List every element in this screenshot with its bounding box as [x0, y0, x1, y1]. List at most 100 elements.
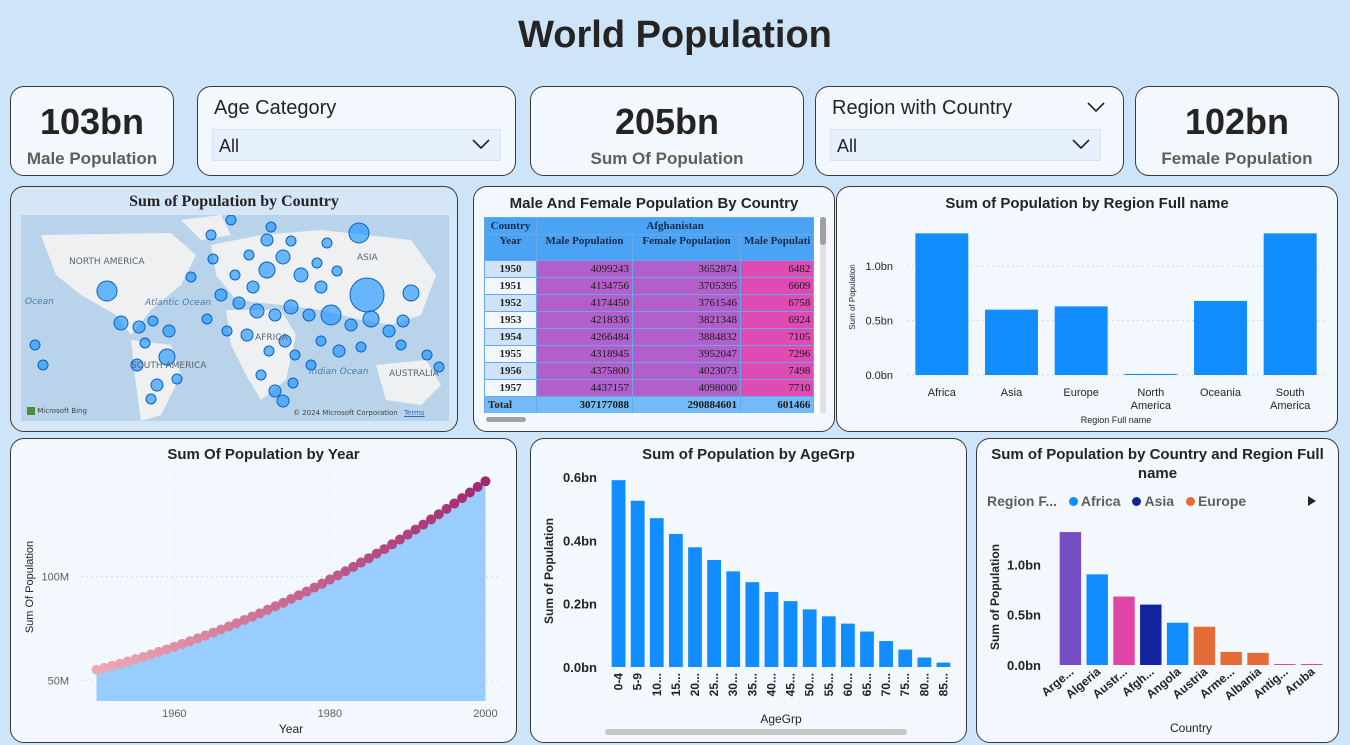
country-bar [1059, 532, 1082, 665]
year-point [410, 524, 421, 535]
region-bar-chart[interactable]: 0.0bn 0.5bn 1.0bn Sum of Population Africa As… [837, 187, 1337, 432]
matrix-male-cell: 4134756 [536, 277, 633, 295]
terms-link[interactable]: Terms [403, 409, 425, 417]
y-axis-label: Sum of Population [848, 264, 857, 329]
matrix-row[interactable]: 1951 4134756 3705395 6609 [484, 277, 815, 295]
map-bubble [214, 288, 228, 302]
year-point [441, 503, 452, 514]
x-tick-label: 20... [688, 673, 702, 696]
y-tick-label: 1.0bn [1007, 557, 1041, 572]
matrix-row[interactable]: 1953 4218336 3821348 6924 [484, 311, 815, 329]
x-tick-label: South [1276, 387, 1305, 399]
legend-africa[interactable]: Africa [1080, 493, 1121, 509]
matrix-row[interactable]: 1950 4099243 3652874 6482 [484, 260, 815, 278]
age-chart-title: Sum of Population by AgeGrp [642, 446, 855, 463]
legend-asia[interactable]: Asia [1144, 493, 1175, 509]
x-tick-label: 45... [784, 673, 798, 696]
legend-next-arrow-icon[interactable] [1308, 496, 1316, 506]
age-bar-chart[interactable]: 0.0bn 0.2bn 0.4bn 0.6bn 0-4 5-9 10... 15... 20..… [531, 439, 966, 743]
matrix-header-afghanistan: Afghanistan [535, 217, 815, 235]
x-axis-label: Country [1170, 721, 1212, 735]
country-bar-card: Sum of Population by Country and Region … [976, 438, 1339, 743]
chevron-down-icon[interactable] [1087, 101, 1105, 113]
sum-population-label: Sum Of Population [590, 149, 744, 168]
matrix-row[interactable]: 1957 4437157 4098000 7710 [484, 379, 815, 397]
country-chart-title: Sum of Population by Country and Region … [991, 446, 1324, 482]
matrix-next-cell: 6482 [739, 260, 815, 278]
age-bar [783, 601, 798, 667]
map-bubble [171, 373, 183, 385]
map-bubble [150, 378, 164, 392]
female-population-value: 102bn [1184, 101, 1290, 142]
map-bubble [362, 310, 380, 328]
map-bubble [205, 229, 217, 241]
country-bar-chart[interactable]: 0.0bn0.5bn1.0bnArge...AlgeriaAustr...Afg… [977, 439, 1338, 743]
year-point [433, 509, 444, 520]
matrix-vertical-scrollbar[interactable] [820, 217, 826, 413]
x-tick-label: 85... [936, 673, 950, 696]
country-bar [1166, 622, 1189, 665]
matrix-row[interactable]: 1955 4318945 3952047 7296 [484, 345, 815, 363]
year-point [122, 656, 133, 667]
y-tick-label: 0.4bn [563, 533, 597, 548]
age-category-dropdown[interactable]: All [212, 129, 501, 161]
year-point [270, 601, 281, 612]
matrix-year-cell: 1952 [484, 294, 537, 312]
map-bubble [147, 315, 159, 327]
map-bubble [268, 384, 282, 398]
matrix-row[interactable]: 1956 4375800 4023073 7498 [484, 362, 815, 380]
age-chart-scrollbar[interactable] [605, 729, 907, 735]
matrix-row[interactable]: 1954 4266484 3884832 7105 [484, 328, 815, 346]
legend-dot-asia [1132, 497, 1142, 506]
region-dropdown[interactable]: All [830, 129, 1101, 161]
country-chart-legend: Region F... Africa Asia Europe [987, 493, 1246, 509]
matrix-total-label: Total [484, 396, 537, 413]
year-point [200, 630, 211, 641]
year-point [254, 608, 265, 619]
x-tick-label: Europe [1063, 387, 1098, 399]
map-visual[interactable]: NORTH AMERICA ASIA Atlantic Ocean Ocean … [21, 215, 449, 421]
matrix-male-cell: 4375800 [536, 362, 633, 380]
female-population-card: 102bn Female Population [1135, 86, 1339, 176]
bing-credit: Microsoft Bing [37, 407, 87, 415]
year-point [426, 514, 436, 525]
matrix-table[interactable]: Country Afghanistan Year Male Population… [484, 217, 820, 413]
age-bar [802, 609, 817, 667]
x-tick-label: North [1137, 387, 1164, 399]
map-bubble [246, 280, 260, 294]
year-point [394, 534, 405, 545]
age-bar [917, 657, 932, 667]
map-bubble [332, 344, 346, 358]
matrix-col-male-2: Male Populati [739, 234, 815, 261]
map-label-north-america: NORTH AMERICA [69, 257, 145, 267]
map-bubble [232, 296, 246, 310]
matrix-vscroll-thumb[interactable] [820, 217, 826, 245]
legend-europe[interactable]: Europe [1197, 493, 1247, 509]
y-tick-label: 0.0bn [563, 660, 597, 675]
matrix-year-cell: 1954 [484, 328, 537, 346]
year-area-chart[interactable]: 50M 100M 1960 1980 2000 Sum Of Population Year [11, 439, 516, 743]
map-bubble [185, 271, 197, 283]
map-bubble [260, 233, 274, 247]
year-point [449, 498, 460, 509]
map-bubble [221, 325, 233, 337]
matrix-female-cell: 3952047 [632, 345, 741, 363]
map-bubble [275, 249, 291, 265]
matrix-row[interactable]: 1952 4174450 3761546 6758 [484, 294, 815, 312]
matrix-next-cell: 6758 [739, 294, 815, 312]
map-bubble [29, 339, 41, 351]
map-bubble [285, 235, 297, 247]
matrix-horizontal-scrollbar[interactable] [486, 417, 526, 422]
map-bubble [355, 341, 367, 353]
map-label-asia: ASIA [357, 253, 378, 263]
x-tick-label: Africa [928, 387, 957, 399]
map-bubble [145, 393, 157, 405]
x-tick-label: Oceania [1200, 387, 1242, 399]
region-bar [1124, 373, 1178, 375]
year-point [293, 590, 304, 601]
matrix-year-cell: 1950 [484, 260, 537, 278]
y-tick-label: 0.5bn [1007, 608, 1041, 623]
x-tick-label: 1980 [318, 708, 342, 720]
age-category-value: All [219, 136, 240, 156]
year-point [332, 570, 343, 581]
